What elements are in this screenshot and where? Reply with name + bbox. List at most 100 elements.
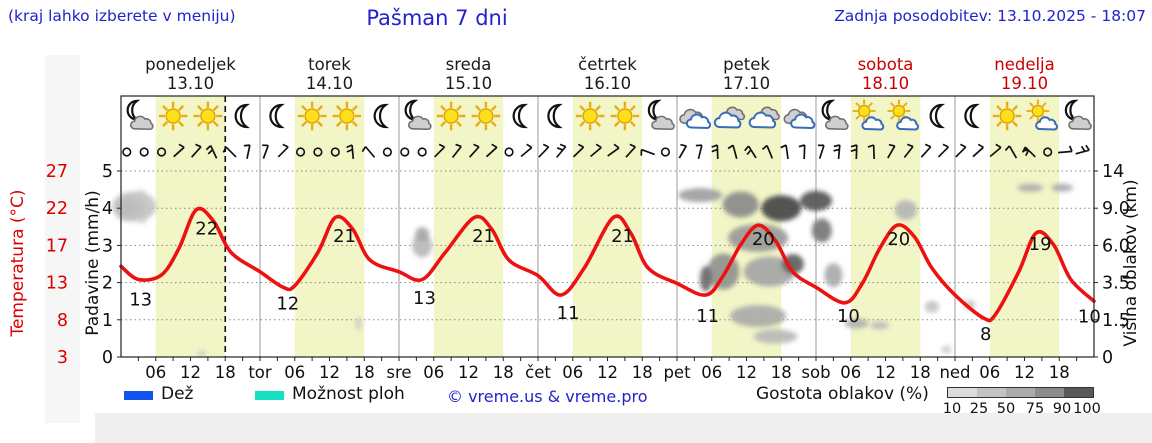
- sun-icon: [992, 101, 1022, 131]
- wind-barb: [850, 144, 858, 160]
- moon-cloud-icon: [126, 99, 154, 131]
- x-hour-label: 12: [597, 363, 618, 382]
- x-day-abbrev: sre: [386, 363, 411, 382]
- x-day-abbrev: pet: [663, 363, 691, 382]
- day-band: [850, 96, 921, 357]
- density-step: [948, 388, 977, 397]
- rain-legend-label: Dež: [161, 384, 194, 404]
- x-hour-label: 12: [180, 363, 201, 382]
- wind-barb: [277, 143, 289, 158]
- wind-barb: [955, 143, 967, 158]
- temperature-label: 8: [980, 324, 991, 345]
- footer-band: [95, 413, 1152, 443]
- sun-icon: [297, 101, 327, 131]
- sun-icon: [332, 101, 362, 131]
- temp-tick-label: 13: [46, 274, 68, 294]
- cloud-blob: [136, 190, 147, 201]
- wind-barb: [727, 144, 738, 159]
- cloud-tick-label: 14: [1102, 162, 1124, 182]
- temp-tick-label: 27: [46, 162, 68, 182]
- cloud-blob: [894, 200, 917, 221]
- sun-cloud-icon: [1026, 99, 1058, 131]
- x-hour-label: 06: [423, 363, 444, 382]
- cloud-blob: [824, 263, 843, 288]
- wind-barb: [1043, 147, 1053, 157]
- x-hour-label: 18: [215, 363, 236, 382]
- cloud-blob: [699, 265, 712, 292]
- day-date: 19.10: [1000, 74, 1049, 93]
- x-hour-label: 18: [354, 363, 375, 382]
- cloud-blob: [198, 350, 207, 357]
- temperature-label: 11: [696, 306, 719, 327]
- wind-barb: [330, 147, 340, 157]
- location-hint: (kraj lahko izberete v meniju): [8, 7, 236, 25]
- temperature-label: 20: [752, 229, 775, 250]
- day-name: petek: [723, 55, 770, 74]
- precip-tick-label: 1: [102, 311, 113, 331]
- density-value: 100: [1073, 401, 1101, 417]
- x-hour-label: 06: [562, 363, 583, 382]
- density-value: 25: [969, 401, 989, 417]
- density-value: 50: [996, 401, 1016, 417]
- sun-icon: [471, 101, 501, 131]
- cloud-blob: [112, 191, 157, 222]
- clouds-icon: [783, 108, 816, 130]
- wind-barb: [833, 144, 841, 160]
- showers-legend-label: Možnost ploh: [292, 384, 405, 404]
- cloud-density-layer: [112, 183, 1074, 357]
- wind-barb: [625, 143, 636, 158]
- wind-barb: [520, 143, 533, 158]
- temperature-label: 12: [276, 294, 299, 315]
- x-hour-label: 06: [701, 363, 722, 382]
- density-step: [1006, 388, 1035, 397]
- page-title: Pašman 7 dni: [366, 6, 508, 30]
- moon-icon: [269, 103, 285, 129]
- wind-barb: [989, 143, 1002, 158]
- precip-tick-label: 3: [102, 236, 113, 256]
- cloud-blob: [722, 191, 759, 218]
- wind-barb: [243, 144, 251, 160]
- cloud-blob: [800, 190, 832, 211]
- cloud-blob: [844, 318, 869, 329]
- day-band: [989, 96, 1060, 357]
- precip-tick-label: 5: [102, 162, 113, 182]
- wind-barb: [1057, 145, 1073, 154]
- cloud-blob: [781, 254, 804, 274]
- day-name: ponedeljek: [145, 55, 236, 74]
- wind-barb: [761, 144, 774, 159]
- day-name: nedelja: [994, 55, 1055, 74]
- cloud-blob: [138, 215, 147, 224]
- last-update-timestamp: Zadnja posodobitev: 13.10.2025 - 18:07: [834, 7, 1146, 25]
- temperature-label: 13: [129, 290, 152, 311]
- cloud-tick-label: 0: [1102, 348, 1113, 368]
- day-date: 17.10: [722, 74, 771, 93]
- x-hour-label: 12: [875, 363, 896, 382]
- wind-barb: [678, 143, 688, 159]
- day-header: četrtek 16.10: [538, 55, 677, 93]
- temperature-label: 19: [1029, 234, 1052, 255]
- temperature-label: 10: [837, 306, 860, 327]
- wind-barb: [346, 144, 355, 160]
- wind-barb: [468, 143, 480, 158]
- day-name: sreda: [445, 55, 492, 74]
- day-date: 14.10: [305, 74, 354, 93]
- sun-icon: [436, 101, 466, 131]
- cloud-blob: [924, 300, 939, 313]
- density-step: [977, 388, 1006, 397]
- x-hour-label: 06: [840, 363, 861, 382]
- credit-link[interactable]: © vreme.us & vreme.pro: [447, 387, 648, 406]
- wind-barb: [1075, 144, 1090, 155]
- wind-barb: [867, 144, 876, 160]
- showers-legend-swatch: [255, 391, 284, 400]
- wind-barb: [887, 143, 896, 159]
- cloud-blob: [941, 345, 952, 354]
- moon-icon: [234, 103, 251, 129]
- wind-barb: [640, 148, 655, 156]
- cloud-blob: [1051, 183, 1074, 192]
- x-hour-label: 06: [284, 363, 305, 382]
- wind-barb: [313, 147, 323, 157]
- precip-tick-label: 2: [102, 274, 113, 294]
- wind-barb: [417, 147, 427, 157]
- cloud-tick-label: 3.5: [1102, 274, 1130, 294]
